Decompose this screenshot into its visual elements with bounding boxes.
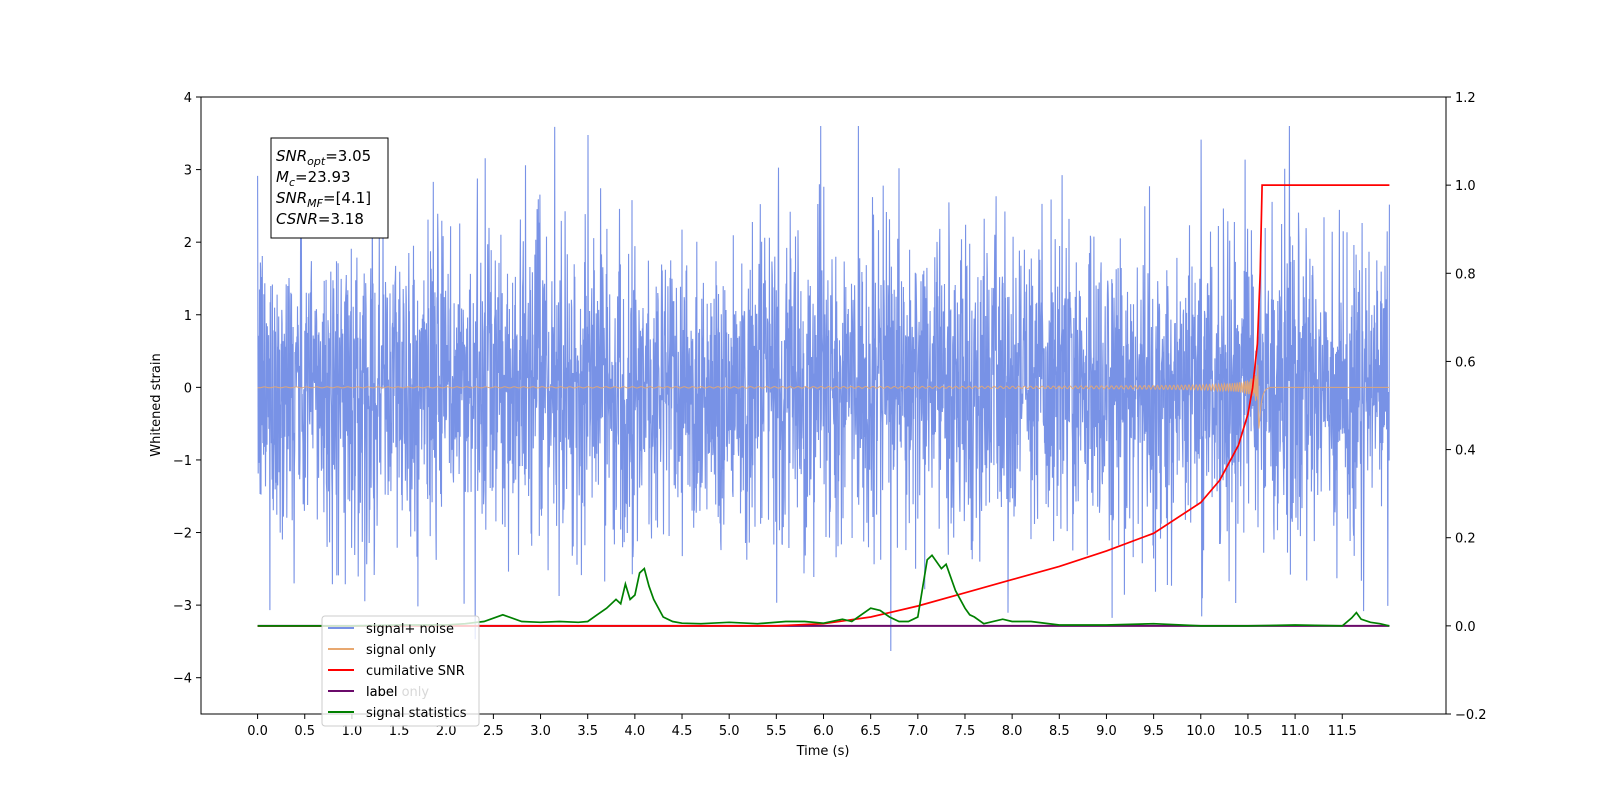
x-tick-label: 3.5 [577, 724, 598, 739]
legend: signal+ noise signal only cumilative SNR la… [321, 615, 480, 727]
y2-tick-label: 0.8 [1455, 267, 1476, 282]
x-tick-label: 7.0 [907, 724, 928, 739]
x-tick-label: 4.5 [672, 724, 693, 739]
legend-label: signal only [366, 643, 436, 658]
x-tick-label: 2.5 [483, 724, 504, 739]
y-tick-label: −4 [173, 672, 192, 687]
annotation-line: Mc=23.93 [276, 168, 351, 189]
legend-label: label [366, 685, 397, 700]
x-tick-label: 10.5 [1233, 724, 1262, 739]
y-tick-label: −1 [173, 454, 192, 469]
legend-label: label [366, 685, 397, 700]
x-tick-label: 7.5 [955, 724, 976, 739]
x-tick-label: 11.0 [1281, 724, 1310, 739]
y2-tick-label: 1.0 [1455, 179, 1476, 194]
annotation-line: SNRMF=[4.1] [276, 189, 371, 210]
x-tick-label: 6.0 [813, 724, 834, 739]
plot-area [257, 125, 1390, 652]
y-tick-label: −2 [173, 527, 192, 542]
y-tick-label: 2 [184, 236, 192, 251]
x-axis-title: Time (s) [796, 744, 850, 759]
y-tick-label: 1 [184, 309, 192, 324]
x-tick-label: 6.5 [860, 724, 881, 739]
annotation-frame [270, 137, 389, 239]
x-tick-label: 8.0 [1002, 724, 1023, 739]
x-tick-label: 5.5 [766, 724, 787, 739]
x-tick-label: 4.0 [625, 724, 646, 739]
y2-tick-label: 0.4 [1455, 444, 1476, 459]
y-tick-label: 0 [184, 381, 192, 396]
y2-tick-label: 0.0 [1455, 620, 1476, 635]
x-tick-label: 11.5 [1328, 724, 1357, 739]
x-tick-label: 1.0 [342, 724, 363, 739]
y2-tick-label: 1.2 [1455, 91, 1476, 106]
y-tick-label: 3 [184, 164, 192, 179]
y-axis-title: Whitened strain [149, 353, 164, 456]
y2-tick-label: 0.2 [1455, 532, 1476, 547]
x-tick-label: 9.5 [1143, 724, 1164, 739]
series-cumulative-snr [257, 184, 1390, 627]
annotation-line: SNRopt=3.05 [276, 147, 371, 168]
x-tick-label: 9.0 [1096, 724, 1117, 739]
annotation-line: CSNR=3.18 [276, 210, 364, 228]
x-tick-label: 2.0 [436, 724, 457, 739]
x-tick-label: 0.0 [247, 724, 268, 739]
x-tick-label: 8.5 [1049, 724, 1070, 739]
x-tick-label: 1.5 [389, 724, 410, 739]
y-tick-label: 4 [184, 91, 192, 106]
x-tick-label: 10.0 [1186, 724, 1215, 739]
series-signal-only [257, 364, 1390, 429]
y2-tick-label: −0.2 [1455, 708, 1487, 723]
axes: 0.0 0.5 1.0 1.5 2.0 2.5 3.0 3.5 4.0 4.5 5.0 5.5 6.0 6… [173, 91, 1487, 739]
y2-tick-label: 0.6 [1455, 355, 1476, 370]
legend-label: cumilative SNR [366, 664, 465, 679]
legend-label-faint: label only [366, 685, 429, 700]
series-signal-noise [257, 125, 1390, 652]
legend-label: signal+ noise [366, 622, 454, 637]
y-tick-label: −3 [173, 599, 192, 614]
x-tick-label: 3.0 [530, 724, 551, 739]
series-signal-statistics [257, 554, 1390, 627]
legend-label: signal statistics [366, 706, 467, 721]
x-tick-label: 0.5 [294, 724, 315, 739]
x-tick-label: 5.0 [719, 724, 740, 739]
legend-frame [321, 615, 480, 727]
